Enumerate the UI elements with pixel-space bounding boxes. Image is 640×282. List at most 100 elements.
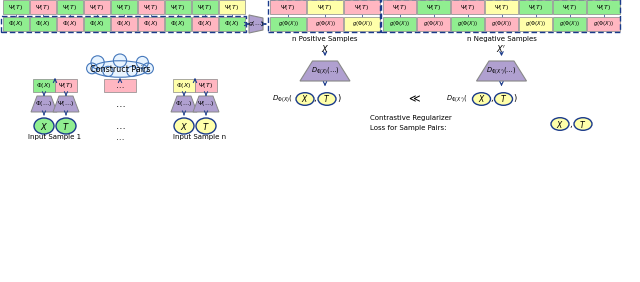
Bar [192, 0, 218, 14]
Bar [417, 0, 450, 14]
Bar [381, 0, 620, 32]
Text: $D_{\Phi(X)}(\ldots)$: $D_{\Phi(X)}(\ldots)$ [310, 66, 339, 76]
Text: $\Psi(\ldots)$: $\Psi(\ldots)$ [197, 100, 215, 109]
Text: $T$: $T$ [500, 94, 507, 105]
Text: Contrastive Regularizer: Contrastive Regularizer [370, 115, 452, 121]
Text: $\ldots$: $\ldots$ [115, 81, 125, 90]
Text: $\Phi(X)$: $\Phi(X)$ [197, 19, 212, 28]
Text: $T$: $T$ [62, 120, 70, 131]
Text: $X$: $X$ [301, 94, 309, 105]
Text: $\Phi(\ldots)$: $\Phi(\ldots)$ [35, 100, 52, 109]
Bar [57, 17, 83, 31]
Polygon shape [31, 96, 57, 112]
Text: $\Psi(T)$: $\Psi(T)$ [426, 3, 441, 12]
Text: $\Psi(T)$: $\Psi(T)$ [317, 3, 333, 12]
Polygon shape [171, 96, 197, 112]
Text: $\Psi(T)$: $\Psi(T)$ [596, 3, 611, 12]
Bar [84, 0, 110, 14]
Text: Input Sample 1: Input Sample 1 [28, 134, 81, 140]
Text: $\Psi(T)$: $\Psi(T)$ [198, 81, 214, 90]
Bar [57, 0, 83, 14]
Text: $\ldots$: $\ldots$ [115, 121, 125, 131]
Text: $\ldots$: $\ldots$ [115, 99, 125, 109]
Text: $\Psi(T)$: $\Psi(T)$ [58, 81, 74, 90]
Text: $X$: $X$ [321, 43, 329, 54]
Bar [138, 0, 164, 14]
Circle shape [113, 54, 127, 67]
Text: Construct Pairs: Construct Pairs [90, 65, 150, 74]
Bar [192, 17, 218, 31]
Text: $X$: $X$ [556, 118, 564, 129]
Text: $\Psi(T)$: $\Psi(T)$ [8, 3, 24, 12]
Text: $T$: $T$ [579, 118, 587, 129]
Circle shape [91, 56, 104, 69]
Text: Input Sample n: Input Sample n [173, 134, 227, 140]
Text: $g(\Phi(X))$: $g(\Phi(X))$ [491, 19, 512, 28]
Bar [84, 17, 110, 31]
Text: $g(\Phi(X))$: $g(\Phi(X))$ [278, 19, 298, 28]
Bar [553, 0, 586, 14]
Text: $\Phi(X)$: $\Phi(X)$ [224, 19, 240, 28]
Bar [165, 0, 191, 14]
Text: ): ) [513, 94, 516, 103]
Text: $\Psi(T)$: $\Psi(T)$ [528, 3, 543, 12]
Text: $D_{\Phi(X')}($: $D_{\Phi(X')}($ [446, 94, 467, 104]
Bar [104, 79, 136, 92]
Text: $\Psi(T)$: $\Psi(T)$ [90, 3, 104, 12]
Text: $D_{\Phi(X)}($: $D_{\Phi(X)}($ [272, 94, 293, 104]
Text: $\ll$: $\ll$ [406, 94, 420, 104]
Text: $\Psi(T)$: $\Psi(T)$ [225, 3, 239, 12]
Polygon shape [53, 96, 79, 112]
Text: $X'$: $X'$ [497, 43, 507, 54]
Text: ): ) [337, 94, 340, 103]
Text: ,: , [570, 120, 572, 129]
Text: $\Psi(T)$: $\Psi(T)$ [355, 3, 369, 12]
Bar [30, 0, 56, 14]
Circle shape [86, 63, 97, 74]
Bar [195, 79, 217, 92]
Text: Loss for Sample Pairs:: Loss for Sample Pairs: [370, 125, 447, 131]
Bar [270, 0, 306, 14]
Text: $\Psi(T)$: $\Psi(T)$ [170, 3, 186, 12]
Bar [587, 17, 620, 31]
Bar [219, 0, 245, 14]
Ellipse shape [495, 93, 513, 105]
Ellipse shape [551, 118, 569, 130]
Bar [30, 17, 56, 31]
Text: $g(\Phi(X))$: $g(\Phi(X))$ [593, 19, 614, 28]
Text: $g(\Phi(X))$: $g(\Phi(X))$ [315, 19, 335, 28]
Ellipse shape [56, 118, 76, 134]
Text: $g(\Phi(X))$: $g(\Phi(X))$ [389, 19, 410, 28]
Bar [307, 17, 343, 31]
Circle shape [136, 56, 148, 69]
Bar [111, 0, 137, 14]
Text: $\Phi(X)$: $\Phi(X)$ [89, 19, 105, 28]
Bar [55, 79, 77, 92]
Text: $D_{\Phi(X')}(\ldots)$: $D_{\Phi(X')}(\ldots)$ [486, 66, 516, 76]
Text: $g(\Phi(X))$: $g(\Phi(X))$ [351, 19, 372, 28]
Text: $\Psi(T)$: $\Psi(T)$ [143, 3, 159, 12]
Text: $\Psi(\ldots)$: $\Psi(\ldots)$ [57, 100, 75, 109]
Text: $g(\Phi(X))$: $g(\Phi(X))$ [525, 19, 546, 28]
Text: $\Psi(T)$: $\Psi(T)$ [562, 3, 577, 12]
Text: $\Psi(T)$: $\Psi(T)$ [35, 3, 51, 12]
Text: $\ldots$: $\ldots$ [115, 133, 125, 142]
Text: $\Phi(X)$: $\Phi(X)$ [35, 19, 51, 28]
Bar [1, 16, 246, 32]
Text: $\Psi(T)$: $\Psi(T)$ [460, 3, 475, 12]
Text: $X$: $X$ [40, 120, 48, 131]
Ellipse shape [472, 93, 490, 105]
Bar [519, 17, 552, 31]
Bar [485, 0, 518, 14]
Text: $\Phi(X)$: $\Phi(X)$ [116, 19, 132, 28]
Text: $\Phi(X)$: $\Phi(X)$ [176, 81, 192, 90]
Text: $T$: $T$ [323, 94, 331, 105]
Text: $T$: $T$ [202, 120, 210, 131]
Polygon shape [193, 96, 219, 112]
Bar [307, 0, 343, 14]
Text: $g(\Phi(X))$: $g(\Phi(X))$ [423, 19, 444, 28]
Text: $\Phi(X)$: $\Phi(X)$ [62, 19, 77, 28]
Ellipse shape [34, 118, 54, 134]
Ellipse shape [196, 118, 216, 134]
Text: $X$: $X$ [477, 94, 485, 105]
